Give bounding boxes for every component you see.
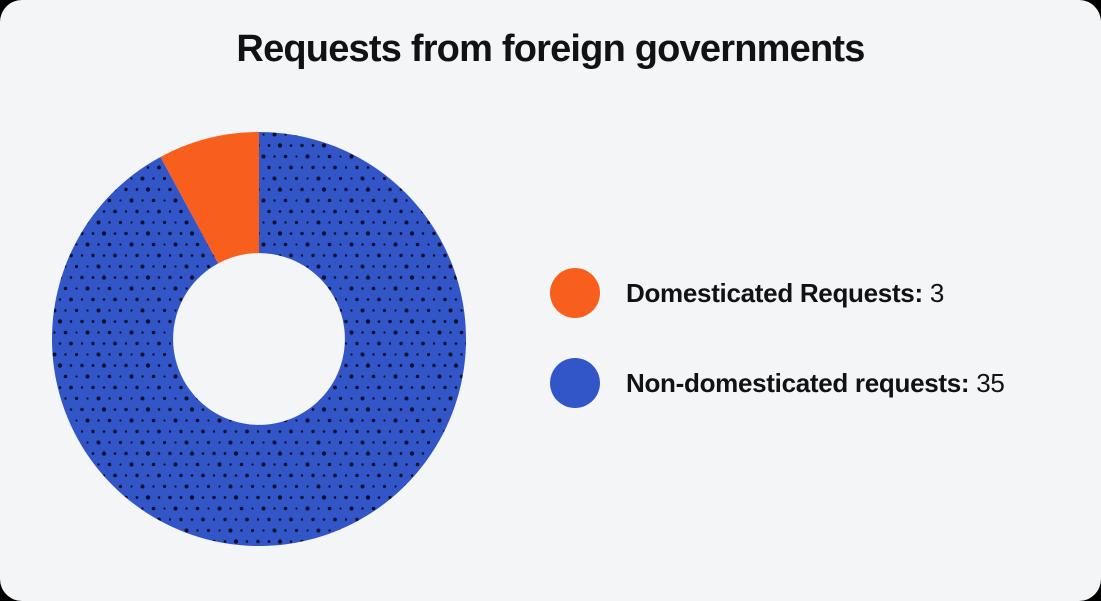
legend-label: Domesticated Requests: [626, 277, 923, 308]
legend-item-non-domesticated: Non-domesticated requests: 35 [550, 358, 1005, 408]
chart-title: Requests from foreign governments [236, 28, 865, 70]
legend-value: 3 [929, 277, 944, 308]
legend-value: 35 [976, 367, 1005, 398]
legend-swatch-non-domesticated [550, 358, 600, 408]
legend-item-domesticated: Domesticated Requests: 3 [550, 268, 1005, 318]
pie-slice-1 [51, 132, 467, 547]
pie-slice-0 [160, 132, 260, 264]
donut-chart [49, 129, 469, 549]
legend-label: Non-domesticated requests: [626, 367, 970, 398]
legend-swatch-domesticated [550, 268, 600, 318]
donut-chart-svg [51, 132, 467, 547]
legend: Domesticated Requests: 3 Non-domesticated… [550, 268, 1005, 448]
